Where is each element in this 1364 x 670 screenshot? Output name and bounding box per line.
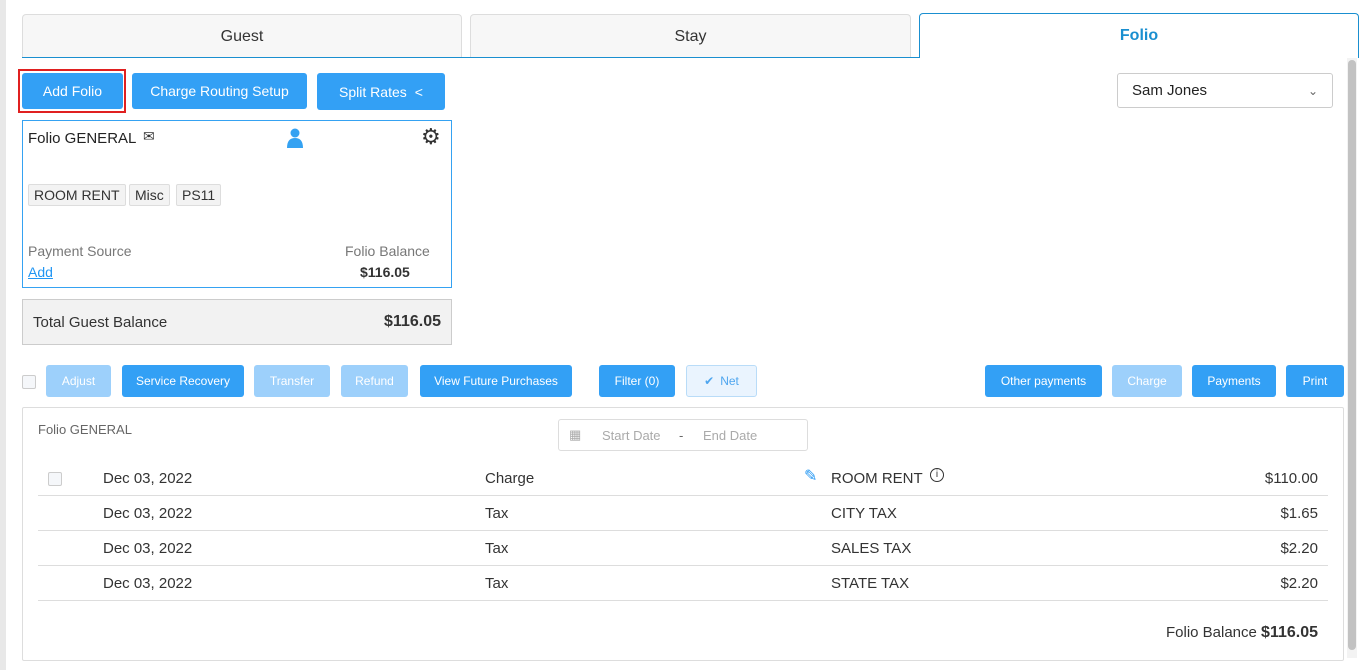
table-row[interactable]: Dec 03, 2022 Tax CITY TAX $1.65 bbox=[38, 496, 1328, 531]
row-desc: SALES TAX bbox=[831, 540, 912, 557]
left-edge bbox=[0, 0, 6, 670]
total-value: $116.05 bbox=[384, 313, 441, 330]
date-range-picker[interactable]: ▦ Start Date - End Date bbox=[558, 419, 808, 451]
split-rates-label: Split Rates bbox=[339, 83, 407, 100]
row-amount: $2.20 bbox=[1280, 540, 1318, 557]
total-label: Total Guest Balance bbox=[33, 313, 168, 331]
tab-folio[interactable]: Folio bbox=[919, 13, 1359, 58]
end-date-input[interactable]: End Date bbox=[703, 428, 758, 443]
print-button[interactable]: Print bbox=[1286, 365, 1344, 397]
folio-card-title: Folio GENERAL bbox=[28, 130, 137, 147]
payments-button[interactable]: Payments bbox=[1192, 365, 1276, 397]
charge-button[interactable]: Charge bbox=[1112, 365, 1182, 397]
start-date-input[interactable]: Start Date bbox=[602, 428, 661, 443]
row-date: Dec 03, 2022 bbox=[103, 540, 193, 557]
panel-balance-value: $116.05 bbox=[1261, 624, 1318, 641]
row-type: Tax bbox=[485, 540, 509, 557]
tab-guest[interactable]: Guest bbox=[22, 14, 462, 58]
folio-balance-value: $116.05 bbox=[360, 264, 410, 280]
total-guest-balance: Total Guest Balance $116.05 bbox=[22, 299, 452, 345]
folio-panel bbox=[22, 407, 1344, 661]
row-amount: $110.00 bbox=[1264, 470, 1318, 487]
refund-button[interactable]: Refund bbox=[341, 365, 408, 397]
filter-button[interactable]: Filter (0) bbox=[599, 365, 675, 397]
highlight-box bbox=[18, 69, 126, 113]
charge-routing-setup-button[interactable]: Charge Routing Setup bbox=[132, 73, 307, 109]
tab-underline bbox=[22, 57, 1358, 58]
row-desc: CITY TAX bbox=[831, 505, 897, 522]
email-icon[interactable]: ✉ bbox=[143, 128, 155, 144]
view-future-purchases-button[interactable]: View Future Purchases bbox=[420, 365, 572, 397]
add-folio-button[interactable]: Add Folio bbox=[22, 73, 123, 109]
check-circle-icon: ✔ bbox=[704, 374, 715, 388]
row-date: Dec 03, 2022 bbox=[103, 575, 193, 592]
edit-icon[interactable]: ✎ bbox=[804, 468, 818, 485]
net-label: Net bbox=[720, 374, 739, 388]
row-date: Dec 03, 2022 bbox=[103, 470, 193, 487]
row-type: Tax bbox=[485, 575, 509, 592]
transfer-button[interactable]: Transfer bbox=[254, 365, 330, 397]
guest-select[interactable]: Sam Jones ⌄ bbox=[1117, 73, 1333, 108]
service-recovery-button[interactable]: Service Recovery bbox=[122, 365, 244, 397]
date-separator: - bbox=[679, 428, 684, 443]
guest-select-value: Sam Jones bbox=[1132, 82, 1208, 99]
other-payments-button[interactable]: Other payments bbox=[985, 365, 1102, 397]
gear-icon[interactable]: ⚙ bbox=[421, 124, 441, 149]
panel-folio-balance: Folio Balance $116.05 bbox=[1166, 624, 1318, 642]
row-type: Tax bbox=[485, 505, 509, 522]
folio-card[interactable]: Folio GENERAL ✉ ⚙ bbox=[22, 120, 452, 288]
adjust-button[interactable]: Adjust bbox=[46, 365, 111, 397]
scrollbar[interactable] bbox=[1347, 58, 1357, 658]
row-desc: STATE TAX bbox=[831, 575, 910, 592]
net-toggle[interactable]: ✔ Net bbox=[686, 365, 757, 397]
calendar-icon: ▦ bbox=[569, 427, 582, 442]
tab-stay[interactable]: Stay bbox=[470, 14, 911, 58]
table-row[interactable]: Dec 03, 2022 Tax SALES TAX $2.20 bbox=[38, 531, 1328, 566]
row-desc: ROOM RENT bbox=[831, 470, 923, 487]
table-row[interactable]: Dec 03, 2022 Charge ✎ ROOM RENT i $110.0… bbox=[38, 461, 1328, 496]
user-icon[interactable] bbox=[287, 128, 303, 148]
share-icon: < bbox=[414, 83, 423, 100]
folio-chip: PS11 bbox=[176, 184, 222, 206]
row-amount: $1.65 bbox=[1280, 505, 1318, 522]
row-checkbox[interactable] bbox=[48, 472, 62, 486]
panel-balance-label: Folio Balance bbox=[1165, 624, 1257, 641]
table-row[interactable]: Dec 03, 2022 Tax STATE TAX $2.20 bbox=[38, 566, 1328, 601]
folio-balance-label: Folio Balance bbox=[345, 243, 430, 259]
folio-chip: Misc bbox=[129, 184, 170, 206]
chevron-down-icon: ⌄ bbox=[1307, 83, 1318, 98]
panel-title: Folio GENERAL bbox=[38, 422, 132, 437]
select-all-checkbox[interactable] bbox=[22, 375, 36, 389]
row-type: Charge bbox=[485, 470, 535, 487]
row-amount: $2.20 bbox=[1280, 575, 1318, 592]
scrollbar-thumb[interactable] bbox=[1348, 60, 1356, 650]
payment-source-label: Payment Source bbox=[28, 243, 132, 259]
info-icon[interactable]: i bbox=[930, 468, 944, 482]
add-payment-source-link[interactable]: Add bbox=[28, 264, 53, 280]
folio-chip: ROOM RENT bbox=[28, 184, 126, 206]
row-date: Dec 03, 2022 bbox=[103, 505, 193, 522]
split-rates-button[interactable]: Split Rates < bbox=[317, 73, 445, 110]
